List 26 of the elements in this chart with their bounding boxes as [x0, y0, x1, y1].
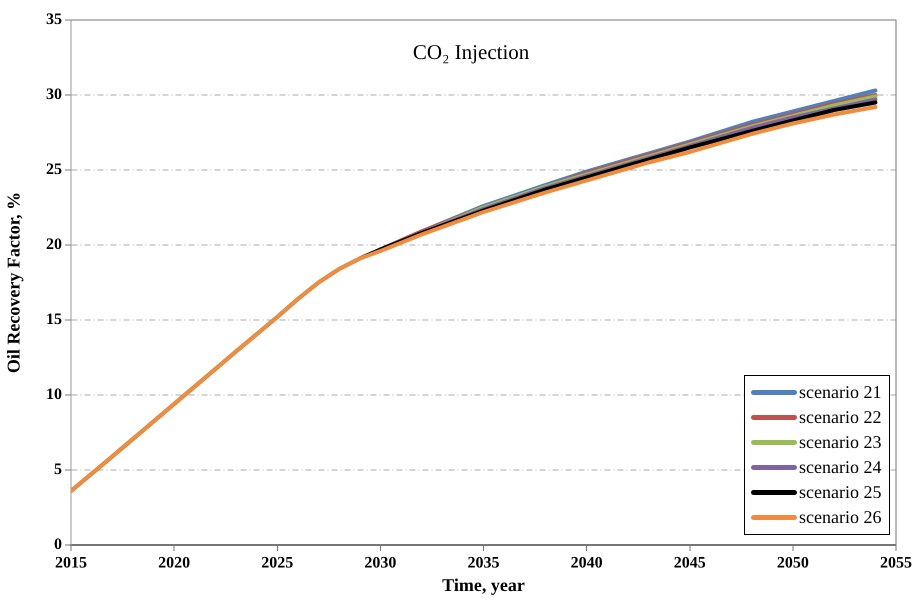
x-tick-label: 2020 [158, 554, 190, 572]
y-tick-label: 35 [46, 11, 62, 28]
legend-label: scenario 22 [799, 407, 882, 428]
x-tick-label: 2050 [776, 554, 809, 572]
y-tick-label: 30 [46, 86, 62, 104]
y-tick-label: 25 [46, 161, 62, 178]
x-tick-label: 2025 [261, 554, 294, 572]
x-tick-label: 2015 [55, 554, 87, 572]
legend-label: scenario 24 [799, 457, 882, 478]
y-tick-label: 15 [46, 311, 62, 328]
x-tick-label: 2040 [570, 554, 603, 572]
x-axis-title: Time, year [442, 574, 525, 595]
y-axis-title: Oil Recovery Factor, % [3, 192, 24, 374]
y-tick-label: 0 [54, 536, 62, 554]
legend-label: scenario 21 [799, 382, 882, 403]
x-tick-label: 2045 [674, 554, 706, 572]
y-tick-label: 20 [46, 236, 62, 254]
legend-label: scenario 25 [799, 482, 882, 503]
text: CO₂ Injection [412, 40, 530, 65]
x-tick-label: 2030 [364, 554, 396, 572]
y-tick-label: 5 [54, 461, 62, 478]
x-tick-label: 2055 [880, 554, 912, 572]
legend-label: scenario 23 [799, 432, 882, 453]
y-tick-label: 10 [46, 386, 62, 404]
legend-label: scenario 26 [799, 507, 882, 528]
x-tick-label: 2035 [468, 554, 500, 572]
